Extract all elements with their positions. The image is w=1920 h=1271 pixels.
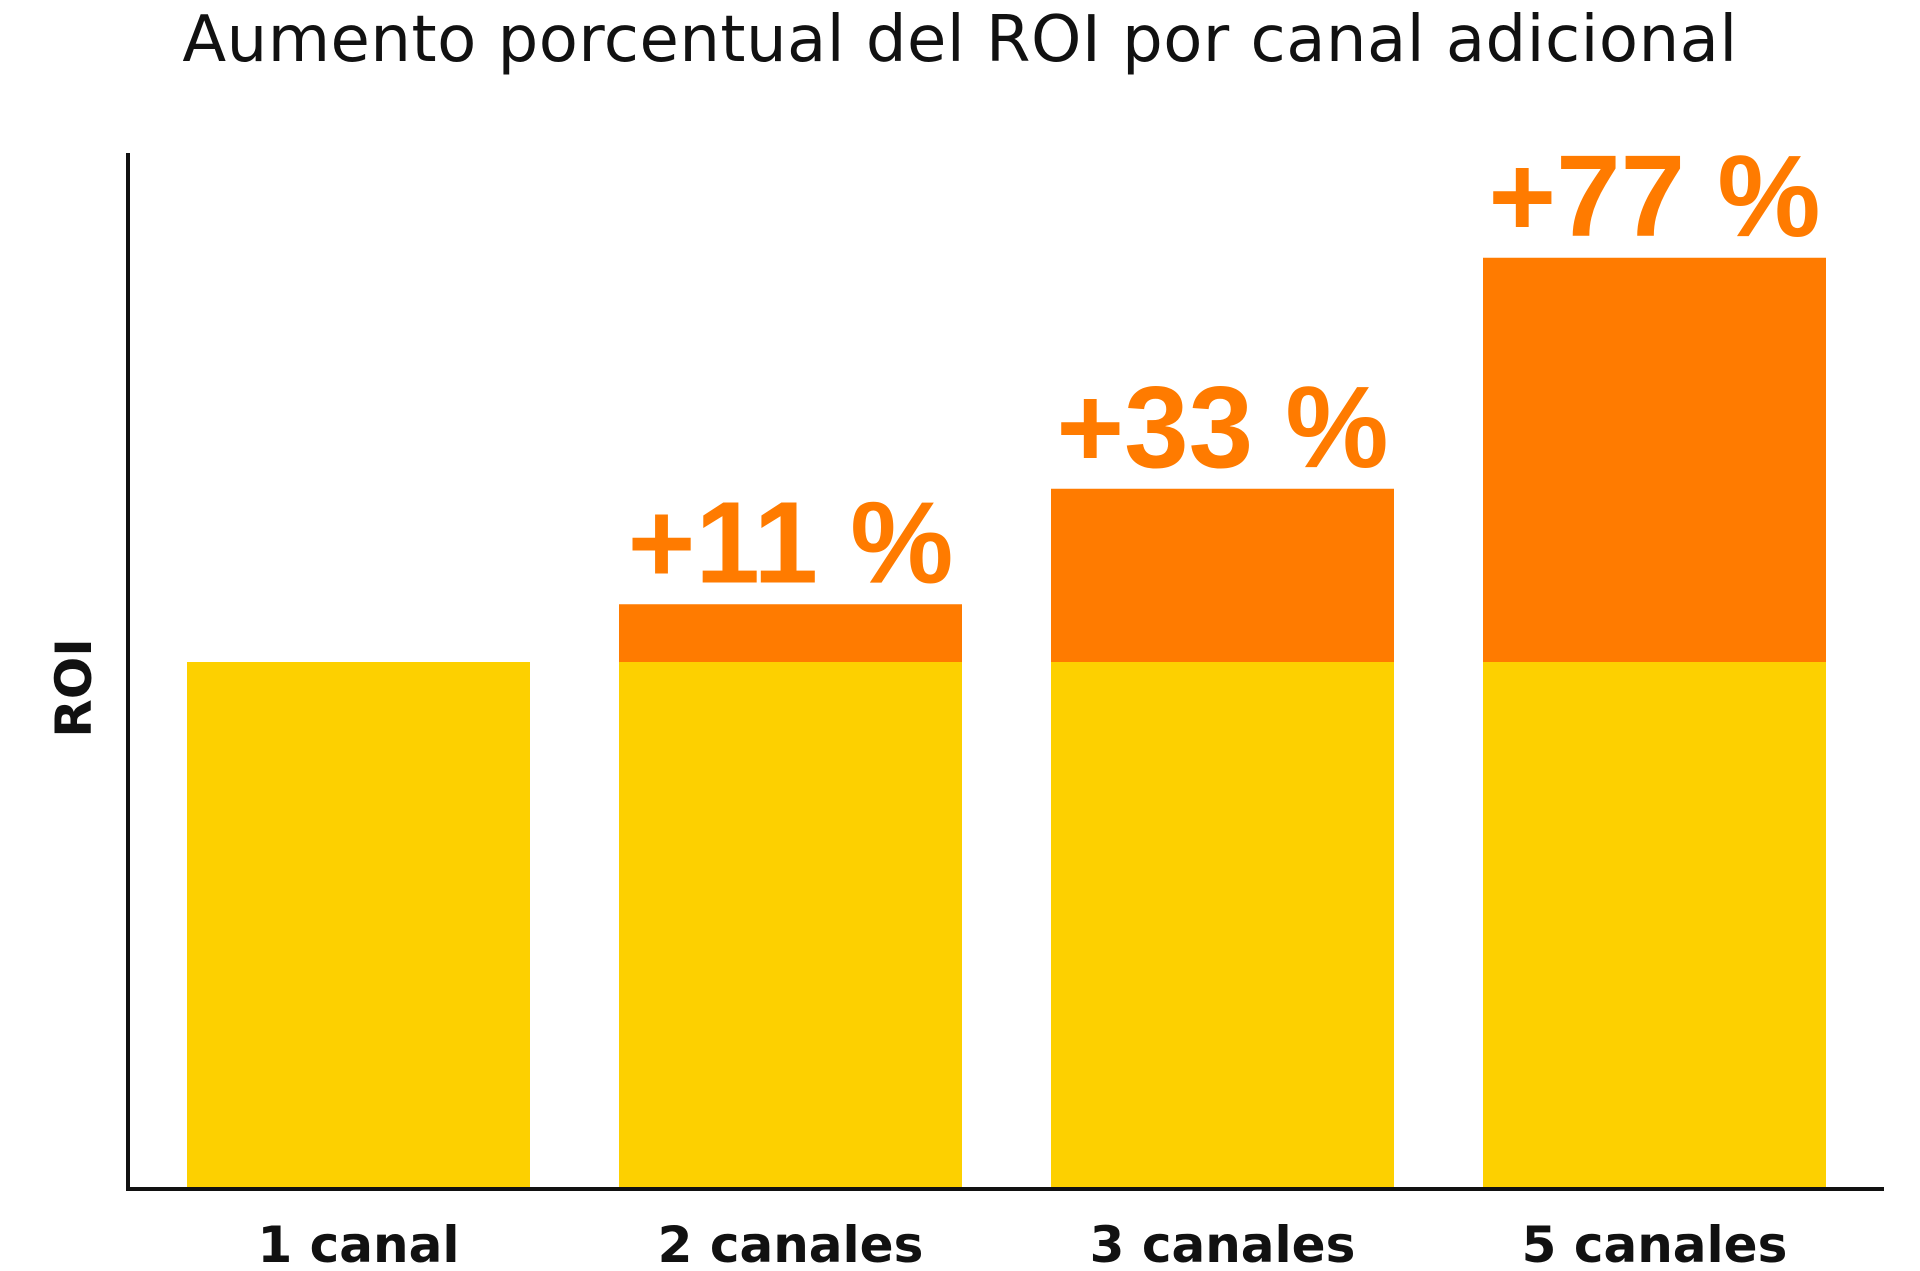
chart-title: Aumento porcentual del ROI por canal adi… xyxy=(182,3,1738,77)
x-tick-label-1: 1 canal xyxy=(257,1216,459,1271)
x-tick-label-4: 5 canales xyxy=(1522,1216,1788,1271)
bar-increase-3 xyxy=(1051,488,1394,662)
data-label-2: +11 % xyxy=(628,477,954,607)
data-label-4: +77 % xyxy=(1488,131,1820,261)
bar-base-1 xyxy=(187,662,530,1187)
data-label-3: +33 % xyxy=(1056,362,1388,492)
bar-increase-2 xyxy=(619,604,962,662)
y-axis-label: ROI xyxy=(45,638,103,738)
labels-group: 1 canal +11 % 2 canales +33 % 3 canales +77 %… xyxy=(257,131,1820,1271)
bar-base-2 xyxy=(619,662,962,1187)
bar-base-4 xyxy=(1483,662,1826,1187)
x-tick-label-2: 2 canales xyxy=(658,1216,924,1271)
x-tick-label-3: 3 canales xyxy=(1090,1216,1356,1271)
bar-base-3 xyxy=(1051,662,1394,1187)
bar-increase-4 xyxy=(1483,257,1826,662)
bars-group xyxy=(187,257,1826,1187)
